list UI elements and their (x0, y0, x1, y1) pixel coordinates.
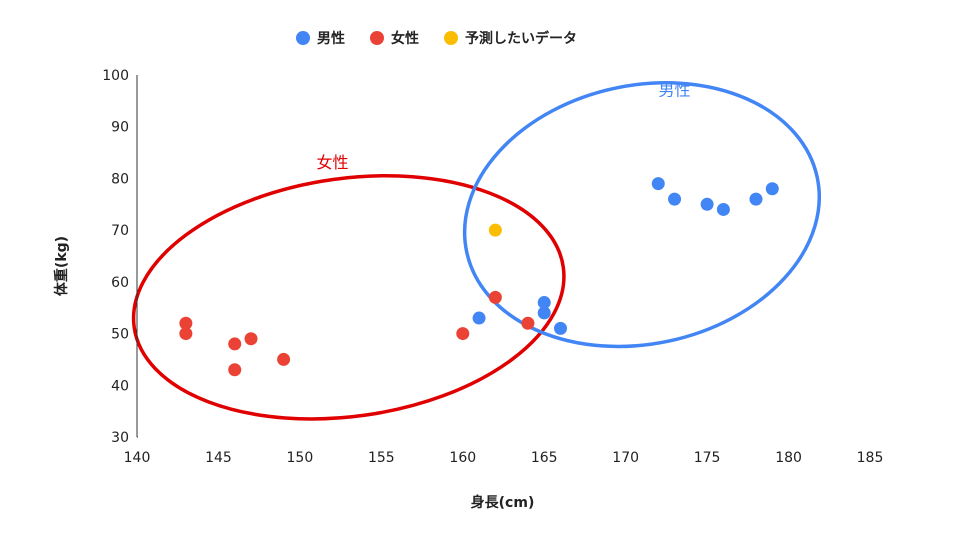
x-tick-label: 185 (857, 450, 884, 466)
data-point (228, 363, 242, 377)
data-point (456, 327, 470, 341)
annotation-ellipse (462, 81, 822, 349)
legend-label: 女性 (391, 30, 419, 47)
x-ticks: 140 145 150 155 160 165 170 175 180 185 (124, 450, 884, 466)
data-point (537, 306, 551, 320)
x-tick-label: 160 (449, 450, 476, 466)
y-ticks: 30 40 50 60 70 80 90 100 (102, 68, 129, 446)
x-tick-label: 145 (205, 450, 232, 466)
data-point (537, 296, 551, 310)
x-tick-label: 165 (531, 450, 558, 466)
legend-marker (370, 31, 384, 45)
y-tick-label: 60 (111, 275, 129, 291)
axes: 140 145 150 155 160 165 170 175 180 185 30 40 50 60 7… (53, 68, 883, 511)
x-tick-label: 175 (694, 450, 721, 466)
x-tick-label: 140 (124, 450, 151, 466)
data-point (179, 316, 193, 330)
data-point (228, 337, 242, 351)
data-points (179, 177, 779, 377)
y-tick-label: 90 (111, 120, 129, 136)
data-point (488, 223, 502, 237)
legend-marker (444, 31, 458, 45)
y-tick-label: 70 (111, 223, 129, 239)
x-tick-label: 170 (612, 450, 639, 466)
data-point (179, 327, 193, 341)
data-point (472, 311, 486, 325)
annotation-ellipse (131, 174, 566, 421)
annotation-label: 女性 (316, 153, 348, 172)
legend: 男性 女性 予測したいデータ (296, 30, 577, 47)
data-point (668, 192, 682, 206)
data-point (244, 332, 258, 346)
y-tick-label: 30 (111, 430, 129, 446)
x-tick-label: 180 (775, 450, 802, 466)
legend-marker (296, 31, 310, 45)
data-point (488, 290, 502, 304)
y-tick-label: 40 (111, 378, 129, 394)
data-point (521, 316, 535, 330)
x-tick-label: 150 (287, 450, 314, 466)
y-tick-label: 80 (111, 171, 129, 187)
data-point (716, 202, 730, 216)
y-tick-label: 100 (102, 68, 129, 84)
y-tick-label: 50 (111, 327, 129, 343)
annotation-label: 男性 (659, 81, 691, 100)
x-tick-label: 155 (368, 450, 395, 466)
data-point (700, 197, 714, 211)
data-point (277, 352, 291, 366)
legend-label: 男性 (317, 30, 345, 47)
data-point (765, 182, 779, 196)
data-point (749, 192, 763, 206)
data-point (651, 177, 665, 191)
x-axis-title: 身長(cm) (471, 494, 535, 511)
legend-label: 予測したいデータ (465, 30, 577, 47)
annotations: 女性 男性 (131, 81, 822, 421)
y-axis-title: 体重(kg) (53, 236, 70, 296)
data-point (554, 321, 568, 335)
